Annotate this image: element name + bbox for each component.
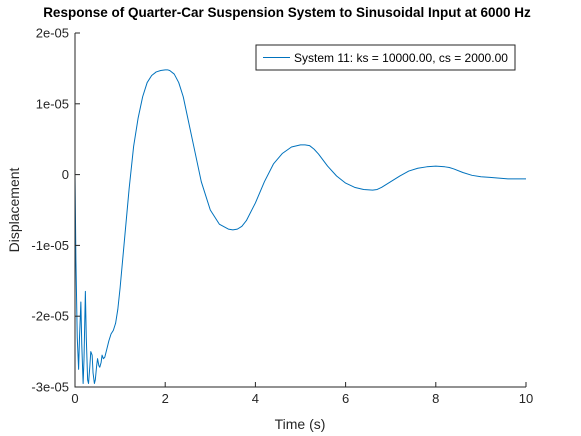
legend-entry-label: System 11: ks = 10000.00, cs = 2000.00	[294, 51, 508, 65]
y-tick-label: -3e-05	[31, 380, 69, 395]
plot-area: 0 2 4 6 8 10 -3e-05 -2e-05 -1e-05 0 1e-05 2e-05	[31, 26, 533, 407]
series-layer	[74, 69, 526, 384]
y-tick-label: 2e-05	[36, 26, 69, 41]
x-tick-label: 0	[71, 391, 78, 406]
y-tick-label: 1e-05	[36, 96, 69, 111]
legend: System 11: ks = 10000.00, cs = 2000.00	[255, 44, 516, 71]
legend-box	[255, 44, 516, 71]
chart-title: Response of Quarter-Car Suspension Syste…	[43, 5, 531, 20]
x-tick-label: 10	[519, 391, 533, 406]
y-tick-label: -2e-05	[31, 309, 69, 324]
y-tick-label: -1e-05	[31, 238, 69, 253]
x-tick-label: 2	[162, 391, 169, 406]
x-axis-ticks: 0 2 4 6 8 10	[71, 382, 533, 406]
x-axis-label: Time (s)	[275, 416, 326, 432]
x-tick-label: 8	[432, 391, 439, 406]
x-tick-label: 6	[342, 391, 349, 406]
y-axis-ticks: -3e-05 -2e-05 -1e-05 0 1e-05 2e-05	[31, 26, 80, 395]
y-axis-label: Displacement	[6, 167, 22, 252]
x-tick-label: 4	[252, 391, 259, 406]
y-tick-label: 0	[62, 167, 69, 182]
series-line-1	[74, 69, 526, 384]
